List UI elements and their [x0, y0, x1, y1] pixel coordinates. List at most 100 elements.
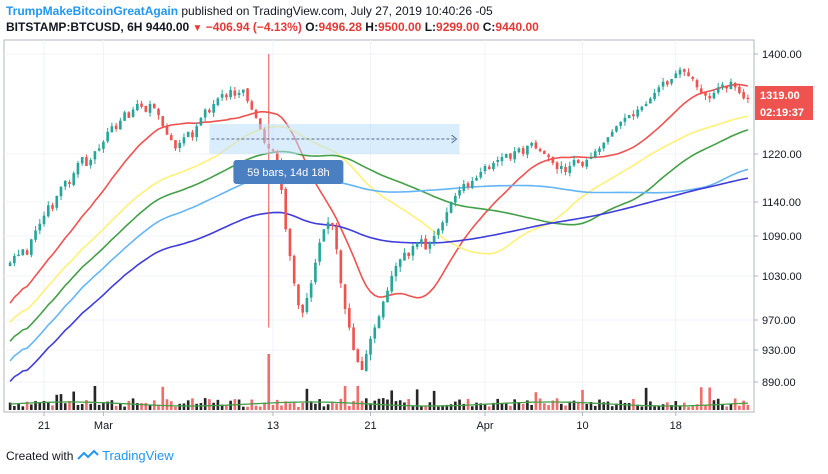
volume-bar: [721, 404, 724, 410]
candle-body: [500, 157, 504, 162]
candle-body: [144, 106, 148, 112]
candle-body: [666, 81, 669, 85]
candle-body: [59, 187, 63, 197]
open-label: O:: [305, 20, 319, 34]
candle-body: [627, 115, 631, 119]
candle-body: [504, 154, 508, 158]
volume-bar: [178, 403, 182, 410]
candle-body: [479, 172, 483, 178]
candle-body: [657, 87, 661, 93]
volume-bar: [254, 405, 258, 410]
moving-average-line: [9, 83, 749, 304]
volume-bar: [292, 402, 296, 410]
price-tick-label: 1400.00: [762, 49, 802, 61]
volume-bar: [102, 402, 105, 410]
plot-frame: [3, 39, 755, 413]
volume-bar: [572, 400, 576, 410]
current-price-label: 1319.00: [760, 90, 800, 102]
chart-area[interactable]: 59 bars, 14d 18h 1400.00 1220.00 1140.00 10…: [0, 38, 828, 440]
volume-bar: [496, 398, 500, 410]
measure-tool[interactable]: 59 bars, 14d 18h: [209, 124, 460, 184]
candle-body: [678, 69, 682, 75]
candle-body: [424, 238, 427, 250]
volume-bar: [203, 398, 207, 410]
volume-bar: [526, 400, 529, 410]
volume-bar: [632, 399, 635, 410]
volume-bar: [123, 406, 126, 410]
candle-body: [225, 94, 228, 98]
volume-bar: [165, 399, 169, 410]
tradingview-brand[interactable]: TradingView: [102, 448, 174, 463]
volume-bar: [636, 404, 639, 410]
volume-bar: [127, 400, 131, 410]
candle-body: [636, 109, 639, 117]
candle-body: [182, 137, 186, 144]
time-tick-label: Apr: [476, 420, 493, 432]
volume-bar: [742, 400, 745, 410]
candle-body: [17, 254, 20, 256]
candle-body: [152, 103, 156, 109]
volume-bar: [517, 402, 521, 410]
candle-body: [284, 188, 288, 230]
moving-average-line: [9, 168, 749, 362]
candle-body: [360, 360, 364, 370]
volume-bar: [699, 387, 703, 410]
volume-bar: [331, 401, 334, 410]
time-tick-label: 13: [267, 420, 279, 432]
candle-body: [93, 151, 97, 160]
volume-bar: [407, 399, 410, 410]
volume-bar: [725, 406, 728, 410]
candle-body: [110, 126, 114, 133]
volume-bar: [182, 403, 186, 410]
candle-body: [475, 178, 478, 181]
volume-bar: [551, 400, 555, 410]
time-axis[interactable]: 21 Mar 13 21 Apr 10 18: [4, 411, 754, 432]
volume-bar: [97, 404, 101, 410]
volume-bar: [437, 406, 440, 410]
candle-body: [598, 148, 601, 153]
candle-body: [513, 151, 516, 160]
candle-body: [581, 162, 584, 166]
volume-bar: [63, 403, 67, 410]
candle-body: [216, 98, 220, 106]
candle-body: [377, 316, 381, 328]
volume-bar: [76, 404, 80, 410]
candle-body: [661, 81, 665, 87]
candle-body: [521, 148, 525, 154]
candle-body: [449, 202, 453, 213]
price-axis[interactable]: 1400.00 1220.00 1140.00 1090.00 1030.00 970.0…: [753, 40, 813, 412]
candle-body: [46, 205, 50, 217]
candle-body: [729, 81, 733, 90]
volume-bar: [225, 405, 228, 410]
volume-bar: [695, 404, 699, 410]
author-name[interactable]: TrumpMakeBitcoinGreatAgain: [6, 4, 179, 18]
volume-bar: [610, 406, 614, 410]
candle-body: [314, 262, 317, 283]
candle-body: [220, 94, 224, 98]
candle-body: [165, 126, 169, 135]
volume-bar: [606, 401, 610, 410]
candle-body: [483, 166, 487, 172]
candle-body: [649, 98, 652, 104]
candle-body: [161, 116, 165, 127]
candle-body: [136, 104, 139, 111]
volume-bar: [335, 403, 338, 410]
candle-body: [564, 166, 567, 172]
volume-bar: [487, 406, 491, 410]
volume-bar: [411, 406, 415, 410]
candle-body: [102, 141, 105, 149]
volume-bar: [615, 403, 618, 410]
countdown-box: [755, 104, 813, 120]
volume-bar: [309, 401, 313, 410]
volume-bar: [174, 406, 177, 410]
volume-bar: [593, 405, 597, 410]
candle-body: [250, 101, 254, 110]
symbol-label: BITSTAMP:BTCUSD, 6H: [6, 20, 143, 34]
price-tick-label: 1140.00: [762, 197, 801, 209]
price-chart[interactable]: 59 bars, 14d 18h 1400.00 1220.00 1140.00 10…: [0, 38, 828, 440]
volume-bar: [589, 401, 593, 410]
volume-bar: [250, 399, 254, 410]
candle-body: [25, 250, 29, 255]
volume-bar: [30, 404, 33, 410]
volume-bar: [288, 403, 292, 410]
